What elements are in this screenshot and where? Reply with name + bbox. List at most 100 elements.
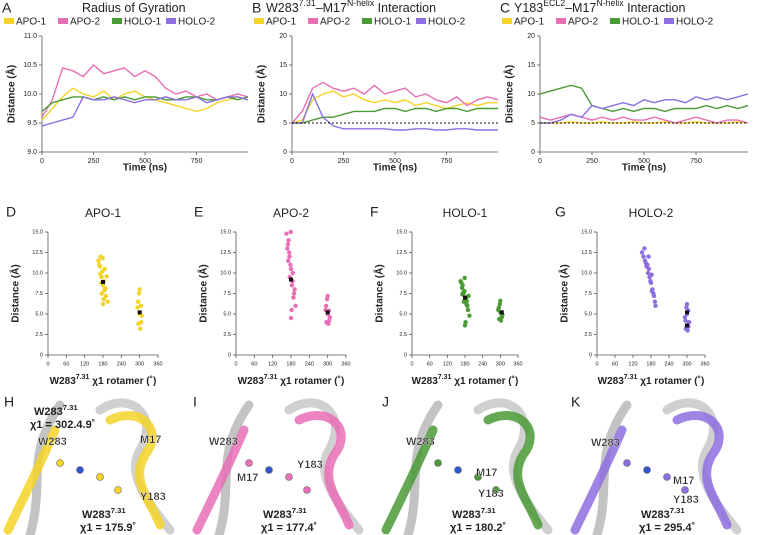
- scatter-point: [464, 298, 469, 304]
- residue-label: W283: [591, 437, 620, 449]
- atom: [681, 486, 689, 494]
- scatter-point: [293, 303, 298, 308]
- y-tick-label: 15.0: [32, 229, 43, 235]
- x-tick-label: 500: [139, 158, 151, 165]
- x-tick-label: 300: [496, 361, 505, 367]
- scatter-point: [103, 293, 109, 299]
- atom: [474, 473, 482, 481]
- chart-title-part: –M17: [565, 1, 596, 15]
- legend-swatch: [362, 18, 372, 24]
- y-tick-label: 2.5: [35, 332, 43, 338]
- legend-swatch: [254, 18, 264, 24]
- scatter-point: [646, 266, 652, 272]
- scatter-point: [102, 266, 108, 272]
- x-axis-label-part: χ1 rotamer (˚): [637, 375, 704, 387]
- chi-residue: W2837.31: [452, 506, 496, 521]
- x-axis-label: W2837.31 χ1 rotamer (˚): [50, 374, 157, 386]
- y-tick-label: 5.0: [584, 311, 592, 317]
- legend-label: HOLO-2: [178, 17, 216, 28]
- x-axis-label: W2837.31 χ1 rotamer (˚): [412, 374, 519, 386]
- chi-residue: W2837.31: [82, 506, 126, 521]
- legend-label: HOLO-1: [124, 17, 162, 28]
- scatter-point: [649, 272, 654, 277]
- axis: [539, 36, 748, 153]
- legend-label: HOLO-1: [622, 17, 660, 28]
- y-axis-label: Distance (Å): [5, 65, 18, 123]
- y-tick-label: 10.0: [32, 270, 43, 276]
- x-axis-label: W2837.31 χ1 rotamer (˚): [598, 374, 705, 386]
- y-axis-label: Distance (Å): [373, 264, 386, 322]
- panel-letter: E: [194, 204, 203, 220]
- legend-swatch: [58, 18, 68, 24]
- legend-label: HOLO-1: [374, 17, 412, 28]
- series-line: [41, 96, 249, 112]
- x-tick-label: 180: [646, 361, 655, 367]
- chart-title: W2837.31–M17N-helix Interaction: [266, 0, 436, 15]
- series-line: [41, 96, 249, 127]
- y-tick-label: 15.0: [581, 229, 592, 235]
- y-tick-label: 5.0: [35, 311, 43, 317]
- x-axis-label-part: W283: [50, 376, 77, 387]
- y-tick-label: 0: [404, 352, 407, 358]
- y-tick-label: 20: [279, 33, 287, 40]
- scatter-point: [460, 292, 465, 297]
- scatter-point: [138, 303, 144, 308]
- y-axis-label: Distance (Å): [197, 264, 210, 322]
- scatter-point: [652, 299, 658, 304]
- scatter-point: [462, 275, 467, 281]
- chi-residue: W2837.31: [263, 506, 307, 521]
- x-tick-label: 360: [341, 361, 350, 367]
- reference-chi: χ1 = 302.4.9˚: [30, 419, 95, 431]
- scatter-point: [287, 254, 292, 259]
- x-tick-label: 0: [410, 361, 413, 367]
- residue-label: Y183: [478, 488, 504, 500]
- scatter-point: [286, 258, 291, 263]
- atom: [96, 473, 104, 481]
- atom: [663, 473, 671, 481]
- legend-label: APO-2: [568, 17, 598, 28]
- series-line: [291, 81, 499, 124]
- y-tick-label: 9.0: [27, 149, 37, 156]
- atom: [114, 486, 122, 494]
- x-tick-label: 60: [251, 361, 257, 367]
- chi-residue: W2837.31: [641, 506, 685, 521]
- scatter-point: [104, 274, 109, 279]
- y-tick-label: 0: [283, 149, 287, 156]
- y-axis-label: Distance (Å): [255, 65, 268, 123]
- y-tick-label: 10: [527, 91, 535, 98]
- scatter-point: [465, 303, 470, 308]
- series-line: [292, 107, 498, 124]
- scatter-point: [323, 303, 329, 308]
- y-tick-label: 9.5: [27, 120, 37, 127]
- ribbon: [483, 411, 543, 530]
- x-axis-label-part: χ1 rotamer (˚): [451, 375, 518, 387]
- atom: [303, 486, 311, 494]
- x-tick-label: 750: [191, 158, 203, 165]
- legend-swatch: [556, 18, 566, 24]
- y-tick-label: 10.0: [220, 270, 231, 276]
- scatter-point: [103, 286, 108, 291]
- scatter-point: [645, 270, 651, 276]
- legend-label: APO-2: [320, 17, 350, 28]
- chart-title-part: N-helix: [347, 0, 375, 8]
- y-tick-label: 0: [228, 352, 231, 358]
- axis: [596, 232, 705, 356]
- scatter-point: [135, 305, 140, 310]
- y-tick-label: 7.5: [223, 291, 231, 297]
- y-tick-label: 5: [531, 120, 535, 127]
- scatter-point: [459, 280, 464, 286]
- x-tick-label: 0: [46, 361, 49, 367]
- chart-title-part: W283: [266, 1, 299, 15]
- y-tick-label: 11.0: [24, 33, 37, 40]
- chi-residue-part: W283: [452, 509, 481, 521]
- x-axis-label-part: 7.31: [438, 374, 452, 381]
- y-tick-label: 5: [283, 120, 287, 127]
- scatter-point: [683, 318, 688, 323]
- x-axis-label-part: χ1 rotamer (˚): [277, 375, 344, 387]
- scatter-point: [96, 258, 101, 263]
- scatter-point: [138, 326, 143, 331]
- chi-residue-part: 7.31: [111, 506, 127, 515]
- x-tick-label: 120: [80, 361, 89, 367]
- chart-title-part: APO-1: [85, 206, 121, 220]
